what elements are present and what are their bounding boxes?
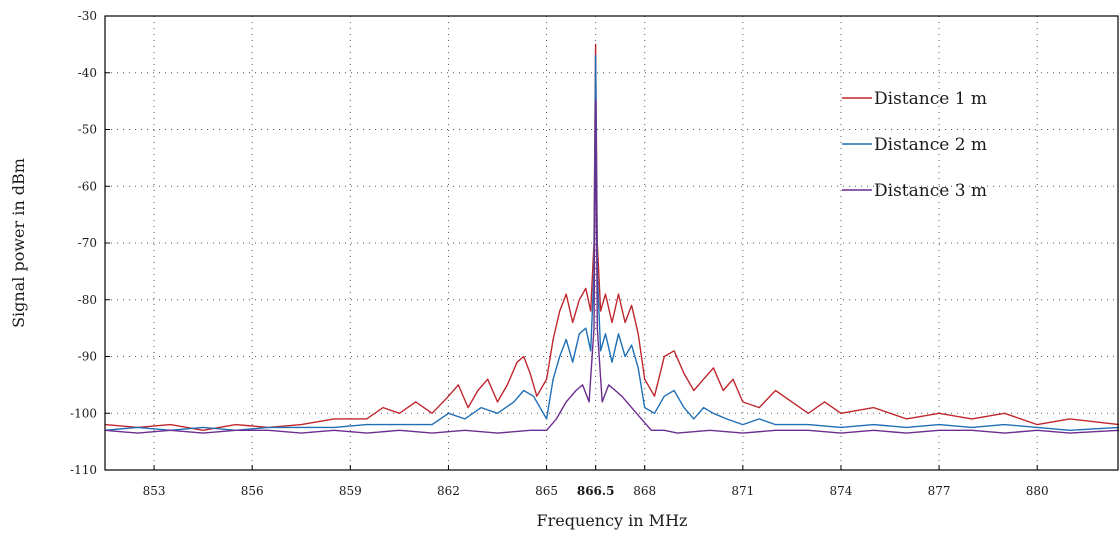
x-axis-title: Frequency in MHz bbox=[537, 511, 688, 530]
x-tick-label: 877 bbox=[928, 484, 951, 498]
x-tick-label: 866.5 bbox=[577, 484, 615, 498]
x-tick-label: 856 bbox=[241, 484, 264, 498]
x-tick-label: 868 bbox=[633, 484, 656, 498]
y-tick-label: -60 bbox=[78, 179, 97, 193]
y-tick-label: -90 bbox=[78, 350, 97, 364]
y-tick-label: -30 bbox=[78, 9, 97, 23]
legend-label: Distance 1 m bbox=[874, 89, 987, 109]
y-tick-label: -110 bbox=[70, 463, 97, 477]
y-tick-label: -70 bbox=[78, 236, 97, 250]
series-lines bbox=[104, 43, 1119, 434]
series-line-2 bbox=[104, 55, 1119, 431]
grid-lines bbox=[105, 15, 1119, 471]
y-axis-title: Signal power in dBm bbox=[9, 158, 28, 328]
x-tick-label: 865 bbox=[535, 484, 558, 498]
axis-ticks: 853 856 859 862 865 866.5 868 871 874 877 880 -30 -4… bbox=[70, 9, 1049, 498]
y-tick-label: -100 bbox=[70, 406, 97, 420]
legend-label: Distance 2 m bbox=[874, 135, 987, 155]
x-tick-label: 874 bbox=[830, 484, 853, 498]
series-line-1 bbox=[104, 43, 1119, 431]
plot-frame bbox=[104, 15, 1119, 471]
y-tick-label: -40 bbox=[78, 66, 97, 80]
legend-label: Distance 3 m bbox=[874, 181, 987, 201]
x-tick-label: 871 bbox=[731, 484, 754, 498]
x-tick-label: 853 bbox=[143, 484, 166, 498]
x-tick-label: 880 bbox=[1026, 484, 1049, 498]
x-tick-label: 862 bbox=[437, 484, 460, 498]
y-tick-label: -80 bbox=[78, 293, 97, 307]
series-line-3 bbox=[104, 100, 1119, 434]
y-tick-label: -50 bbox=[78, 123, 97, 137]
legend: Distance 1 m Distance 2 m Distance 3 m bbox=[842, 89, 987, 201]
x-tick-label: 859 bbox=[339, 484, 362, 498]
